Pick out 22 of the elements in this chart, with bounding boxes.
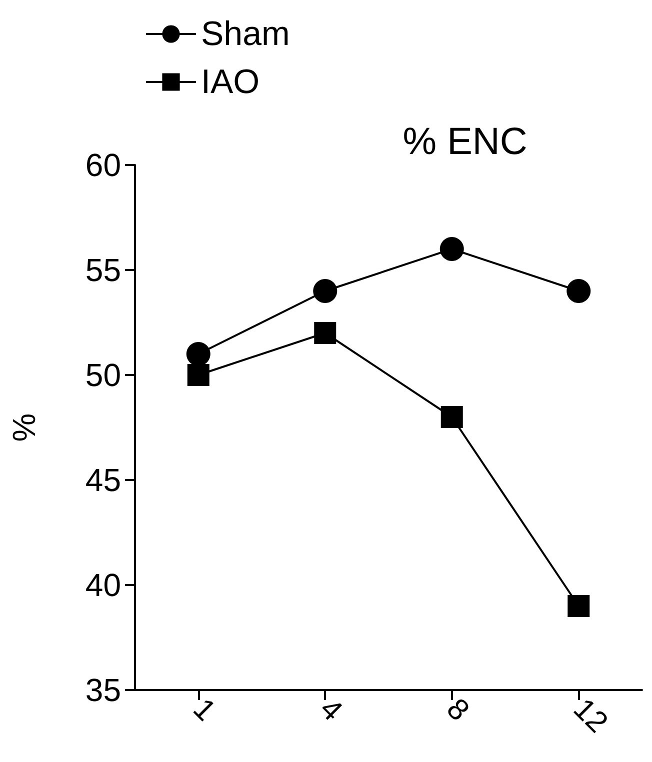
point [314, 322, 336, 344]
y-tick-label: 35 [85, 672, 121, 708]
point [440, 406, 463, 428]
x-tick-label: 1 [186, 692, 222, 728]
point [186, 342, 210, 366]
point [313, 279, 338, 303]
y-axis-title: % [6, 413, 42, 442]
y-tick-label: 60 [85, 147, 121, 183]
point [440, 237, 464, 261]
x-tick-label: 8 [440, 692, 476, 728]
point [568, 595, 590, 617]
point [566, 279, 591, 303]
x-tick-label: 12 [566, 692, 614, 740]
y-tick-label: 50 [85, 357, 121, 393]
y-tick-label: 55 [85, 252, 121, 288]
y-tick-label: 40 [85, 567, 121, 603]
chart-title: % ENC [402, 121, 528, 163]
legend-label: IAO [201, 63, 260, 101]
point [187, 364, 210, 386]
legend-label: Sham [201, 15, 290, 53]
x-tick-label: 4 [313, 692, 349, 728]
y-tick-label: 45 [85, 462, 121, 498]
